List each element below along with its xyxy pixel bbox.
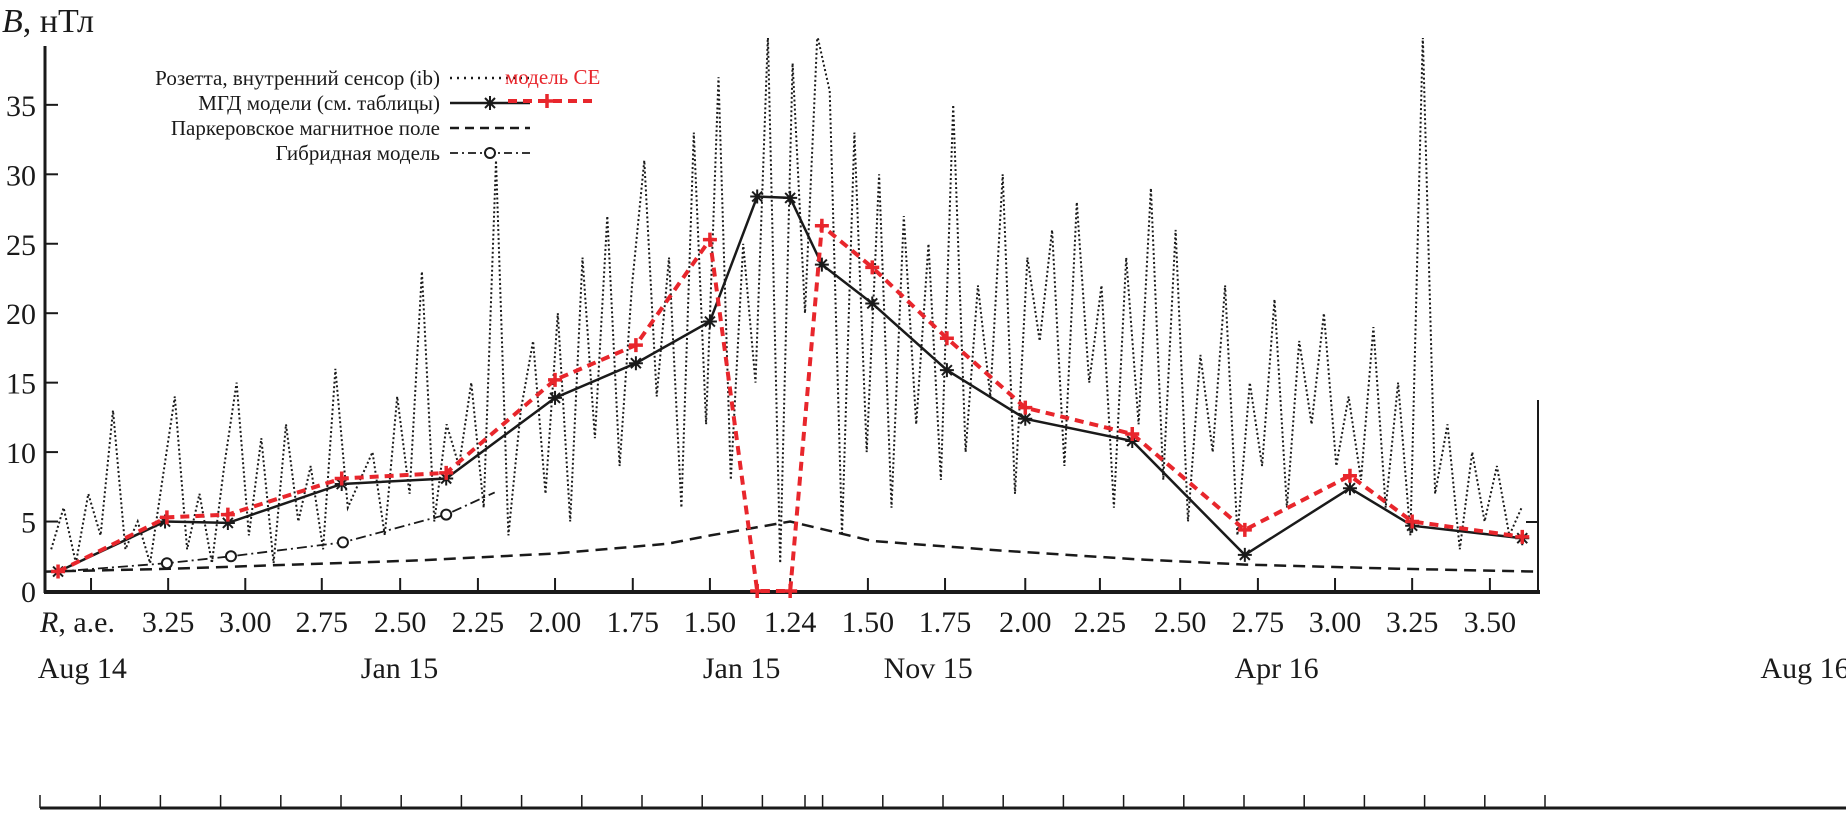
ce-point-marker bbox=[750, 584, 765, 598]
y-tick-label: 25 bbox=[6, 229, 36, 262]
r-tick-label: 3.00 bbox=[219, 606, 272, 639]
ce-point-marker bbox=[702, 232, 717, 247]
axes: 0 5 10 15 20 25 30 35 bbox=[6, 46, 1540, 609]
date-label: Jan 15 bbox=[703, 652, 781, 685]
legend-label: Паркеровское магнитное поле bbox=[171, 116, 440, 140]
r-tick-label: 2.50 bbox=[374, 606, 427, 639]
ce-point-marker bbox=[814, 218, 829, 233]
r-tick-label: 3.50 bbox=[1464, 606, 1517, 639]
mhd-point-marker bbox=[1237, 547, 1252, 562]
ce-point-marker bbox=[220, 507, 235, 522]
r-tick-label: 2.00 bbox=[529, 606, 582, 639]
mhd-point-marker bbox=[939, 363, 954, 378]
legend: Розетта, внутренний сенсор (ib)МГД модел… bbox=[155, 65, 600, 165]
r-tick-label: 1.75 bbox=[919, 606, 972, 639]
r-tick-label: 2.50 bbox=[1154, 606, 1207, 639]
date-label: Aug 16 bbox=[1760, 652, 1846, 685]
y-tick-label: 30 bbox=[6, 159, 36, 192]
ce-point-marker bbox=[1405, 514, 1420, 529]
ce-point-marker bbox=[865, 260, 880, 275]
ce-point-marker bbox=[783, 584, 798, 598]
ce-point-marker bbox=[628, 338, 643, 353]
r-tick-label: 2.75 bbox=[296, 606, 349, 639]
ce-point-marker bbox=[939, 331, 954, 346]
date-label: Apr 16 bbox=[1234, 652, 1318, 685]
y-tick-label: 35 bbox=[6, 90, 36, 123]
legend-label-ce: модель CE bbox=[505, 65, 600, 89]
mhd-point-marker bbox=[702, 314, 717, 329]
mhd-point-marker bbox=[220, 515, 235, 530]
mhd-point-marker bbox=[783, 190, 798, 205]
legend-label: Гибридная модель bbox=[276, 141, 440, 165]
series-group bbox=[44, 38, 1538, 598]
mhd-point-marker bbox=[548, 390, 563, 405]
ce-point-marker bbox=[548, 372, 563, 387]
rosetta-series-line bbox=[50, 38, 1523, 564]
y-tick-label: 0 bbox=[21, 576, 36, 609]
r-tick-label: 1.50 bbox=[684, 606, 737, 639]
hybrid-point-marker bbox=[224, 550, 237, 563]
ce-point-marker bbox=[1342, 468, 1357, 483]
y-tick-label: 5 bbox=[21, 507, 36, 540]
date-label: Nov 15 bbox=[884, 652, 973, 685]
hybrid-point-marker bbox=[440, 508, 453, 521]
legend-star-icon bbox=[483, 96, 497, 110]
y-axis-title: B, нТл bbox=[2, 3, 94, 40]
y-tick-label: 20 bbox=[6, 298, 36, 331]
r-tick-label: 2.00 bbox=[999, 606, 1052, 639]
r-tick-label: 3.00 bbox=[1309, 606, 1362, 639]
ce-point-marker bbox=[439, 465, 454, 480]
hybrid-series-line bbox=[58, 491, 496, 573]
date-label: Jan 15 bbox=[361, 652, 439, 685]
legend-plus-icon bbox=[540, 94, 554, 108]
r-tick-label: 1.50 bbox=[842, 606, 895, 639]
mhd-point-marker bbox=[628, 356, 643, 371]
r-tick-label: 2.25 bbox=[452, 606, 505, 639]
legend-circle-icon bbox=[484, 147, 496, 159]
mhd-point-marker bbox=[158, 514, 173, 529]
hybrid-point-marker bbox=[336, 536, 349, 549]
ce-series-line bbox=[57, 221, 1523, 593]
r-tick-label: 3.25 bbox=[1386, 606, 1439, 639]
ce-point-marker bbox=[159, 510, 174, 525]
mhd-point-marker bbox=[814, 257, 829, 272]
legend-label: Розетта, внутренний сенсор (ib) bbox=[155, 66, 440, 90]
ce-point-marker bbox=[1125, 427, 1140, 442]
r-tick-label: 1.75 bbox=[607, 606, 660, 639]
mhd-point-marker bbox=[865, 296, 880, 311]
date-label: Aug 14 bbox=[38, 652, 127, 685]
r-tick-label: 2.25 bbox=[1074, 606, 1127, 639]
ce-point-marker bbox=[1237, 522, 1252, 537]
mhd-point-marker bbox=[1018, 411, 1033, 426]
parker-series-line bbox=[44, 520, 1538, 573]
ce-point-marker bbox=[1018, 400, 1033, 415]
mhd-series-line bbox=[57, 195, 1523, 573]
mhd-point-marker bbox=[1342, 481, 1357, 496]
ce-point-marker bbox=[334, 471, 349, 486]
r-axis-labels: R, a.e. 3.25 3.00 2.75 2.50 2.25 2.00 1.75 1.50… bbox=[39, 606, 1516, 639]
ce-point-marker bbox=[51, 564, 66, 579]
r-tick-label: 2.75 bbox=[1232, 606, 1285, 639]
mhd-point-marker bbox=[750, 189, 765, 204]
r-tick-label: 1.24 bbox=[764, 606, 817, 639]
ce-point-marker bbox=[1515, 529, 1530, 544]
r-tick-label: 3.25 bbox=[142, 606, 195, 639]
date-axis: Aug 14 Jan 15 Jan 15 Nov 15 Apr 16 Aug 16 bbox=[38, 652, 1846, 810]
y-tick-label: 10 bbox=[6, 437, 36, 470]
hybrid-point-marker bbox=[160, 557, 173, 570]
legend-label: МГД модели (см. таблицы) bbox=[198, 91, 440, 115]
y-tick-label: 15 bbox=[6, 368, 36, 401]
r-axis-title: R, a.e. bbox=[39, 606, 115, 639]
